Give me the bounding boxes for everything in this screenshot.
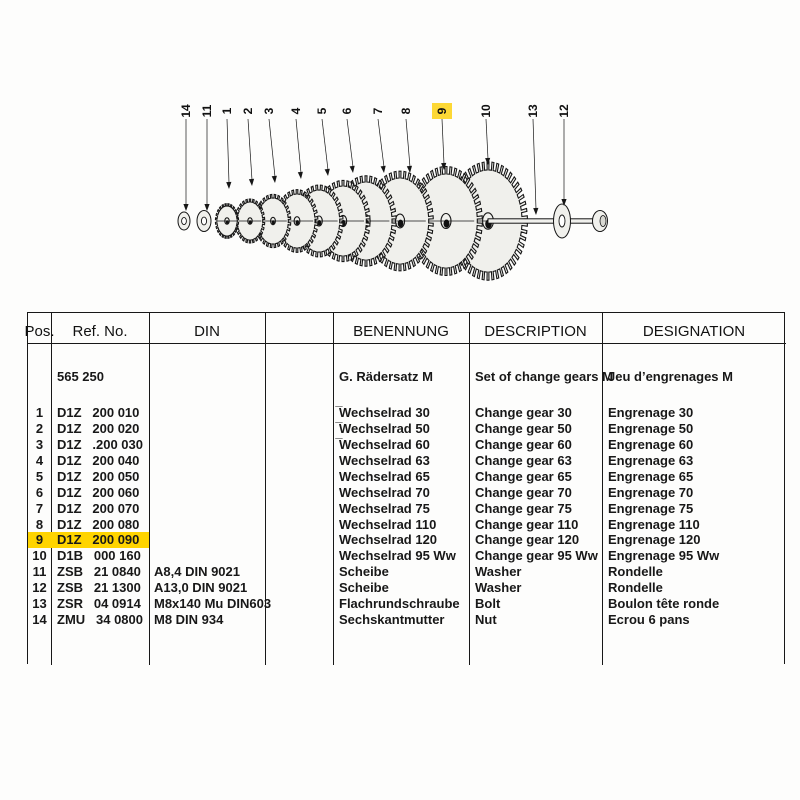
svg-text:2: 2 [241,107,255,114]
svg-text:4: 4 [289,107,303,114]
svg-text:1: 1 [220,107,234,114]
svg-text:8: 8 [399,107,413,114]
svg-text:14: 14 [179,104,193,118]
svg-text:13: 13 [526,104,540,118]
svg-text:3: 3 [262,107,276,114]
svg-text:5: 5 [315,107,329,114]
svg-text:7: 7 [371,107,385,114]
svg-text:6: 6 [340,107,354,114]
svg-text:11: 11 [200,104,214,117]
svg-text:12: 12 [557,104,571,118]
svg-text:9: 9 [435,107,449,114]
svg-text:10: 10 [479,104,493,118]
